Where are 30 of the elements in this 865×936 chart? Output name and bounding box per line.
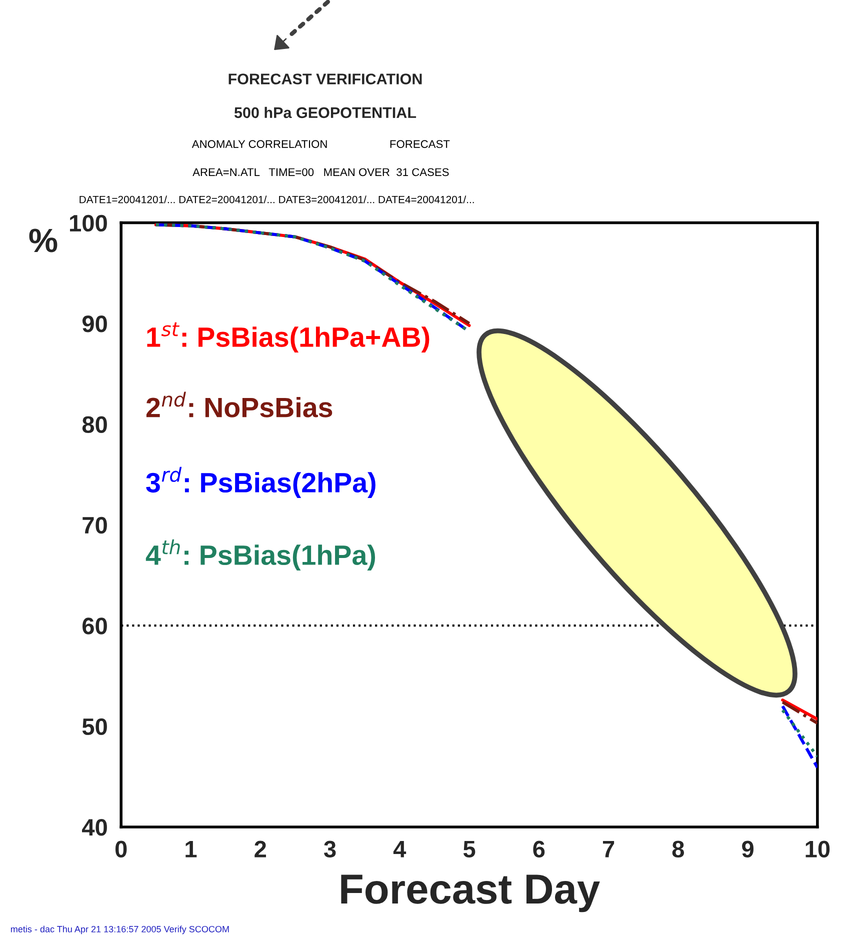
y-tick-label: 70 <box>82 516 107 534</box>
x-tick-label: 3 <box>324 840 336 858</box>
x-tick-label: 8 <box>672 840 684 858</box>
y-tick-label: 50 <box>82 718 107 736</box>
text: metis - dac Thu Apr 21 13:16:57 2005 Verify SCOCOM <box>10 926 229 934</box>
chart-subtitle: 500 hPa GEOPOTENTIAL <box>234 106 416 118</box>
x-axis-title: Forecast Day <box>341 874 600 912</box>
x-tick-label: 2 <box>254 840 266 858</box>
text: AREA=N.ATL TIME=00 MEAN OVER 31 CASES <box>192 168 449 176</box>
y-tick-label: 60 <box>82 618 107 634</box>
x-tick-label: 4 <box>393 841 406 858</box>
y-tick-label: 40 <box>82 819 107 836</box>
text: 3$^{rd}$: PsBias(2hPa) <box>146 466 376 498</box>
y-tick-label: 100 <box>70 214 107 232</box>
x-tick-label: 5 <box>463 841 476 858</box>
chart-title: FORECAST VERIFICATION <box>228 74 422 84</box>
x-tick-label: 1 <box>186 841 197 858</box>
text: ANOMALY CORRELATION FORECAST <box>192 140 450 148</box>
x-tick-label: 6 <box>533 840 545 858</box>
y-tick-label: 80 <box>82 416 107 433</box>
x-tick-label: 9 <box>742 840 754 858</box>
text: DATE1=20041201/... DATE2=20041201/... DATE3=20041201/... DATE4=20041201/... <box>80 196 474 204</box>
y-axis-title: % <box>29 228 58 252</box>
x-tick-label: 7 <box>602 841 614 858</box>
y-tick-label: 90 <box>82 316 107 332</box>
series-label: 1$^{st}$: PsBias(1hPa+AB) <box>147 322 430 352</box>
x-tick-label: 0 <box>115 840 127 858</box>
text: 2$^{nd}$: NoPsBias <box>146 392 332 418</box>
x-tick-label: 10 <box>806 840 830 858</box>
text: 4$^{th}$: PsBias(1hPa) <box>146 539 376 571</box>
